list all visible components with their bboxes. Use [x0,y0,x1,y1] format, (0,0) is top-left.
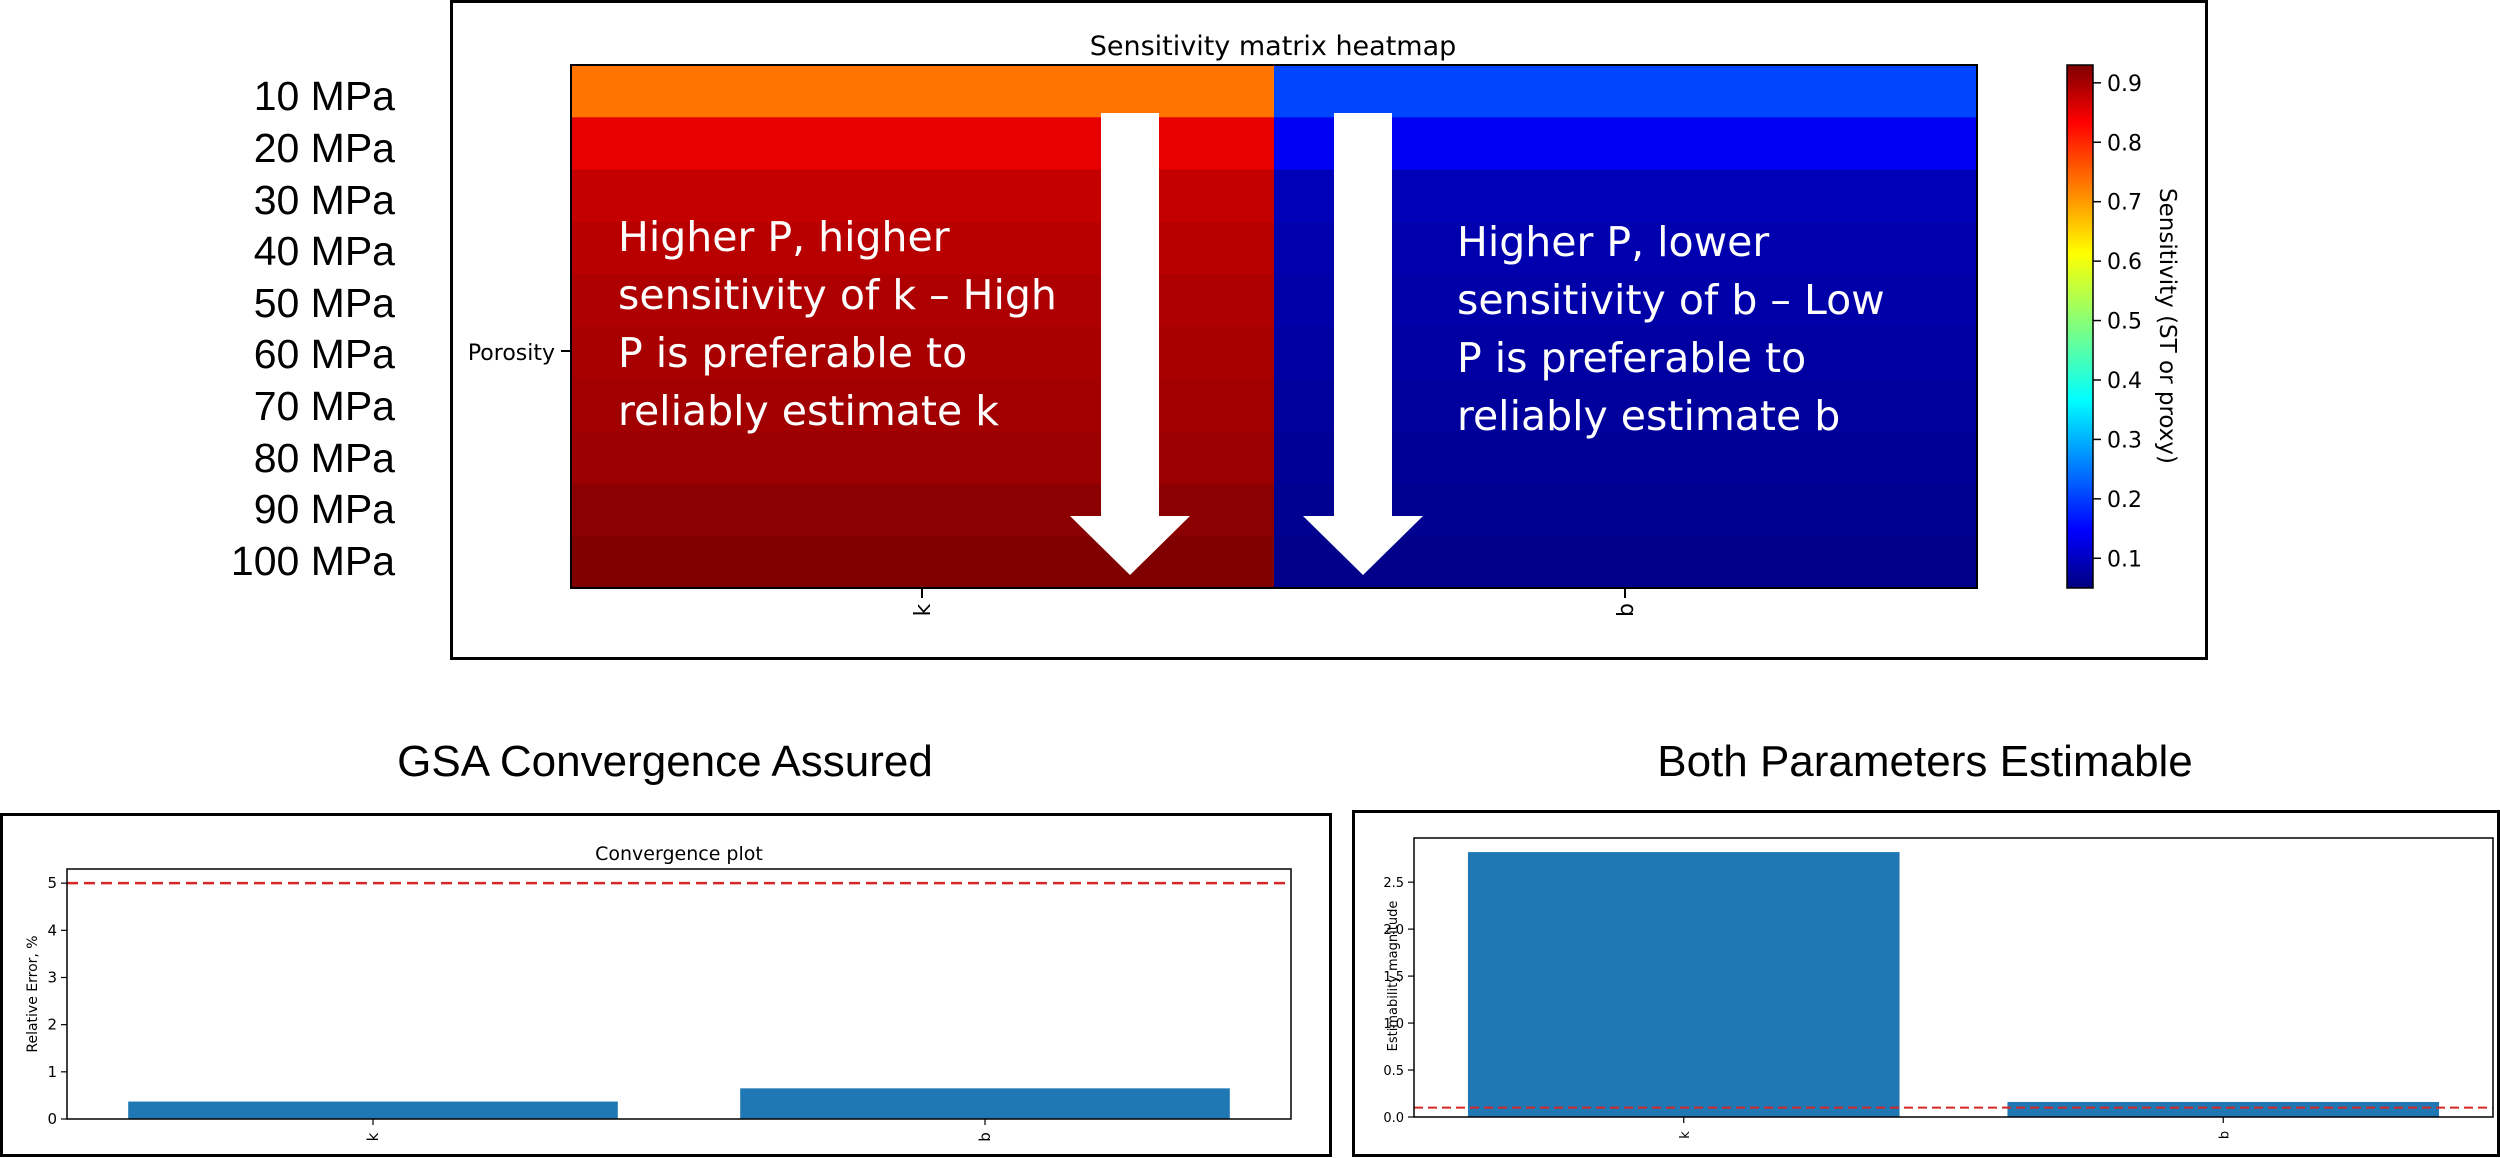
heatmap-cell [571,535,1275,589]
x-tick-label-k: k [364,1132,382,1141]
colorbar-tick-label: 0.4 [2107,369,2142,394]
colorbar-tick-label: 0.6 [2107,250,2142,275]
y-tick-label: 2 [47,1016,57,1034]
bar-b [2007,1101,2440,1117]
y-tick-label: 1.5 [1383,970,1404,985]
colorbar [2066,64,2094,589]
convergence-section-title: GSA Convergence Assured [397,737,933,786]
x-tick-label-b: b [976,1132,994,1142]
y-tick-label: 0.0 [1383,1111,1404,1126]
heatmap-cell [571,117,1275,171]
colorbar-ticks: 0.1 0.2 0.3 0.4 0.5 0.6 0.7 0.8 0.9 [2093,72,2142,572]
convergence-chart: Convergence plot 0 1 2 3 4 5 Relative Error, … [25,843,1292,1142]
heatmap-chart: Sensitivity matrix heatmap Porosity k b … [468,31,2180,617]
pressure-label: 20 MPa [253,125,395,171]
bar-k [1467,852,1900,1117]
annotation-b-line: Higher P, lower [1457,218,1769,266]
pressure-label: 80 MPa [253,435,395,481]
convergence-title: Convergence plot [595,843,763,865]
y-tick-label: 0.5 [1383,1064,1404,1079]
estimability-chart: 0.0 0.5 1.0 1.5 2.0 2.5 Estimability magnitud… [1383,837,2494,1139]
heatmap-panel: Sensitivity matrix heatmap Porosity k b … [450,0,2208,660]
annotation-k: Higher P, higher sensitivity of k – High… [618,213,1057,435]
convergence-yaxis: 0 1 2 3 4 5 [47,874,67,1128]
convergence-panel: Convergence plot 0 1 2 3 4 5 Relative Error, … [0,813,1332,1157]
pressure-label: 90 MPa [253,486,395,532]
colorbar-label: Sensitivity (ST or proxy) [2154,188,2180,464]
x-tick-label-b: b [2217,1131,2232,1139]
x-tick-label-k: k [1678,1131,1693,1139]
convergence-bars [128,1088,1230,1119]
y-tick-label: 1 [47,1063,57,1081]
colorbar-tick-label: 0.1 [2107,547,2142,572]
y-tick-label: 1.0 [1383,1017,1404,1032]
x-tick-label-k: k [911,603,936,616]
convergence-ylabel: Relative Error, % [25,935,41,1052]
estimability-axes-frame [1413,837,2494,1118]
estimability-bars [1467,852,2440,1117]
heatmap-title: Sensitivity matrix heatmap [1090,31,1457,62]
heatmap-cell [571,431,1275,484]
annotation-b-line: P is preferable to [1457,334,1806,382]
y-tick-label: 0 [47,1110,57,1128]
heatmap-cell [1274,65,1978,118]
colorbar-tick-label: 0.5 [2107,310,2142,335]
pressure-label: 40 MPa [253,228,395,274]
colorbar-tick-label: 0.3 [2107,428,2142,453]
heatmap-cell [571,65,1275,118]
bar-b [740,1088,1230,1119]
pressure-label: 100 MPa [230,538,395,584]
annotation-k-line: P is preferable to [618,329,967,377]
annotation-b: Higher P, lower sensitivity of b – Low P… [1457,218,1885,440]
y-tick-label: 3 [47,968,57,986]
pressure-label: 60 MPa [253,331,395,377]
y-tick-label: 4 [47,921,57,939]
colorbar-tick-label: 0.7 [2107,191,2142,216]
bar-k [128,1101,618,1119]
annotation-b-line: sensitivity of b – Low [1457,276,1885,324]
pressure-label: 70 MPa [253,383,395,429]
annotation-k-line: Higher P, higher [618,213,950,261]
colorbar-tick-label: 0.9 [2107,72,2142,97]
y-tick-label: 2.5 [1383,876,1404,891]
estimability-yaxis: 0.0 0.5 1.0 1.5 2.0 2.5 [1383,876,1414,1126]
x-tick-label-b: b [1614,603,1639,617]
down-arrow-b [1303,113,1423,575]
y-tick-label: 2.0 [1383,923,1404,938]
estimability-ylabel: Estimability magnitude [1386,901,1401,1052]
heatmap-cells [571,65,1978,589]
heatmap-axes-frame [570,64,1978,589]
y-tick-label-porosity: Porosity [468,341,555,366]
estimability-panel: 0.0 0.5 1.0 1.5 2.0 2.5 Estimability magnitud… [1352,810,2500,1157]
colorbar-tick-label: 0.8 [2107,131,2142,156]
pressure-label: 30 MPa [253,177,395,223]
colorbar-tick-label: 0.2 [2107,488,2142,513]
down-arrow-k [1070,113,1190,575]
pressure-label: 50 MPa [253,280,395,326]
y-tick-label: 5 [47,874,57,892]
annotation-k-line: reliably estimate k [618,387,999,435]
estimability-section-title: Both Parameters Estimable [1657,737,2193,786]
convergence-axes-frame [66,868,1292,1120]
annotation-k-line: sensitivity of k – High [618,271,1057,319]
annotation-b-line: reliably estimate b [1457,392,1840,440]
pressure-label: 10 MPa [253,73,395,119]
